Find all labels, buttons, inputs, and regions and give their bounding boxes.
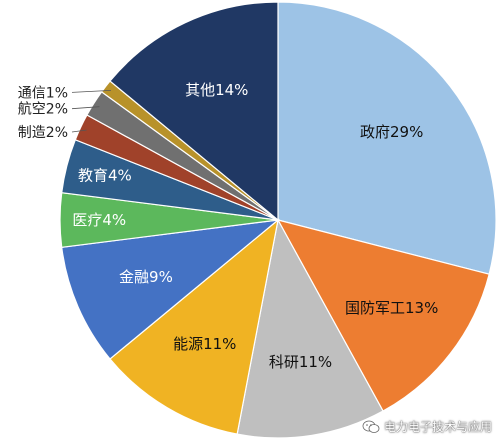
slice-label-7: 制造2% <box>18 125 68 141</box>
pie-slice-1 <box>276 219 490 412</box>
pie-slice-4 <box>61 219 280 360</box>
slice-label-3: 能源11% <box>173 335 236 353</box>
slice-label-10: 其他14% <box>185 81 248 99</box>
leader-line-9 <box>71 89 111 93</box>
slice-label-8: 航空2% <box>18 102 68 118</box>
slice-label-5: 医疗4% <box>72 211 126 229</box>
watermark: 电力电子技术与应用 <box>362 418 492 435</box>
pie-slices <box>59 1 497 439</box>
pie-slice-0 <box>277 1 497 275</box>
pie-slice-3 <box>109 218 279 435</box>
leader-lines <box>71 89 111 133</box>
slice-label-4: 金融9% <box>119 268 173 286</box>
slice-label-0: 政府29% <box>360 123 423 141</box>
slice-label-1: 国防军工13% <box>345 299 438 317</box>
leader-line-7 <box>71 129 87 133</box>
slice-label-6: 教育4% <box>78 167 132 185</box>
slice-label-2: 科研11% <box>269 353 332 371</box>
pie-slice-2 <box>236 218 384 439</box>
watermark-text: 电力电子技术与应用 <box>383 420 492 434</box>
slice-label-9: 通信1% <box>18 85 68 101</box>
slice-labels: 政府29% 国防军工13% 科研11% 能源11% 金融9% 医疗4% 教育4% 制造2% 航空… <box>18 81 439 371</box>
pie-slice-10 <box>109 1 279 222</box>
wechat-icon <box>362 420 380 433</box>
leader-line-8 <box>71 106 100 110</box>
